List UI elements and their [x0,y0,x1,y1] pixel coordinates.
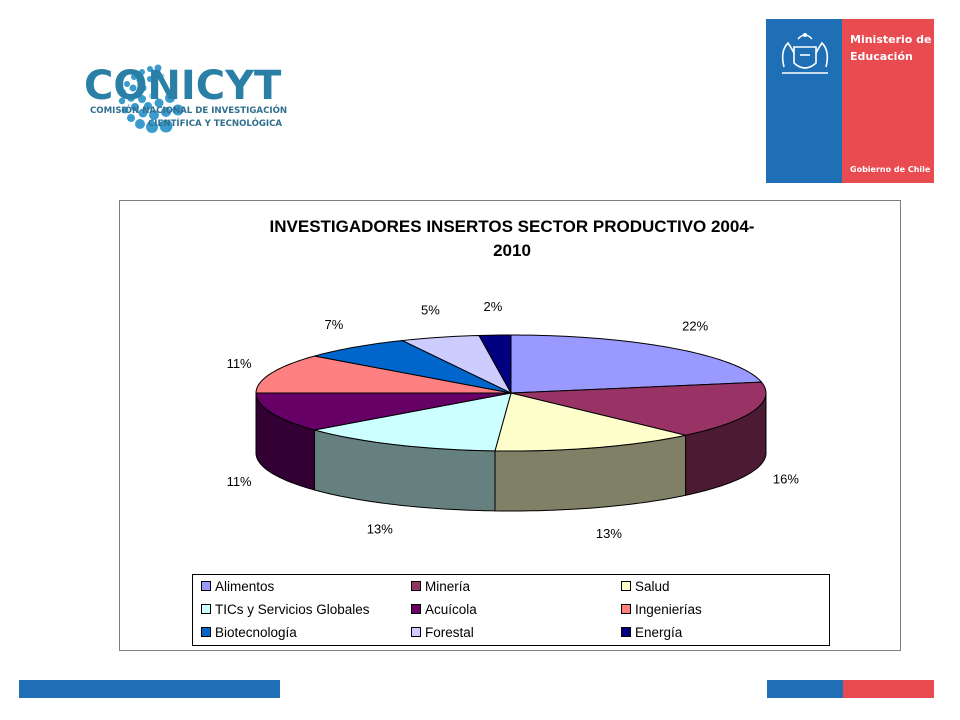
legend-swatch [411,604,421,614]
legend-swatch [621,627,631,637]
ministerio-educacion-logo: Ministerio de Educación Gobierno de Chil… [766,19,934,183]
legend-label: Minería [425,578,471,594]
legend-item-acu-cola: Acuícola [411,601,477,617]
pie-slice-forestal [400,334,513,395]
legend-swatch [621,604,631,614]
pie-slice-salud [494,392,686,452]
coat-of-arms-icon [781,33,829,74]
legend-item-tics-y-servicios-globales: TICs y Servicios Globales [201,601,370,617]
chart-title-line2: 2010 [493,241,531,260]
logo-red-panel [842,19,934,183]
footer-bar-right-blue [767,680,843,698]
legend-item-energ-a: Energía [621,624,682,640]
government-label: Gobierno de Chile [850,165,931,174]
legend-label: Alimentos [215,578,275,594]
legend-label: Biotecnología [215,624,297,640]
conicyt-subtitle-line2: CIENTÍFICA Y TECNOLÓGICA [148,119,283,129]
legend-item-miner-a: Minería [411,578,470,594]
legend-label: Energía [635,624,683,640]
pie-slice-acu-cola [255,392,512,431]
legend-label: Forestal [425,624,474,640]
data-label-ingenier-as: 11% [227,356,252,371]
legend-item-biotecnolog-a: Biotecnología [201,624,297,640]
conicyt-wordmark: CONICYT [84,63,282,109]
legend-label: Ingenierías [635,601,702,617]
data-label-acu-cola: 11% [227,474,252,489]
pie-slice-tics-y-servicios-globales [314,392,512,452]
chart-legend: Alimentos Minería Salud TICs y Servicios Gl… [192,574,830,646]
legend-label: TICs y Servicios Globales [215,601,370,617]
pie-slice-ingenier-as [255,355,512,394]
legend-item-forestal: Forestal [411,624,474,640]
data-label-forestal: 5% [421,302,440,317]
footer-bar-right-red [843,680,934,698]
pie-slice-biotecnolog-a [314,340,512,394]
pie-slice-energ-a [478,334,512,395]
data-label-energ-a: 2% [484,299,503,314]
data-label-tics-y-servicios-globales: 13% [367,522,393,537]
ministry-name-line1: Ministerio de [850,33,932,46]
legend-label: Acuícola [425,601,477,617]
legend-swatch [201,627,211,637]
legend-label: Salud [635,578,670,594]
legend-swatch [621,581,631,591]
ministry-name-line2: Educación [850,50,913,63]
legend-item-salud: Salud [621,578,670,594]
data-label-miner-a: 16% [773,472,799,487]
pie-chart-container: INVESTIGADORES INSERTOS SECTOR PRODUCTIV… [119,200,901,651]
data-label-alimentos: 22% [682,319,708,334]
pie-chart: INVESTIGADORES INSERTOS SECTOR PRODUCTIV… [227,217,800,541]
legend-swatch [411,581,421,591]
legend-item-alimentos: Alimentos [201,578,274,594]
data-label-biotecnolog-a: 7% [325,317,344,332]
legend-swatch [201,581,211,591]
conicyt-subtitle-line1: COMISIÓN NACIONAL DE INVESTIGACIÓN [90,106,288,116]
chart-title-line1: INVESTIGADORES INSERTOS SECTOR PRODUCTIV… [270,217,755,236]
data-label-salud: 13% [596,526,622,541]
pie-slice-alimentos [510,334,763,394]
conicyt-logo-dots-icon [118,64,184,133]
footer-bar-left [19,680,280,698]
legend-swatch [201,604,211,614]
legend-item-ingenier-as: Ingenierías [621,601,702,617]
pie-slice-miner-a [510,381,767,436]
legend-swatch [411,627,421,637]
